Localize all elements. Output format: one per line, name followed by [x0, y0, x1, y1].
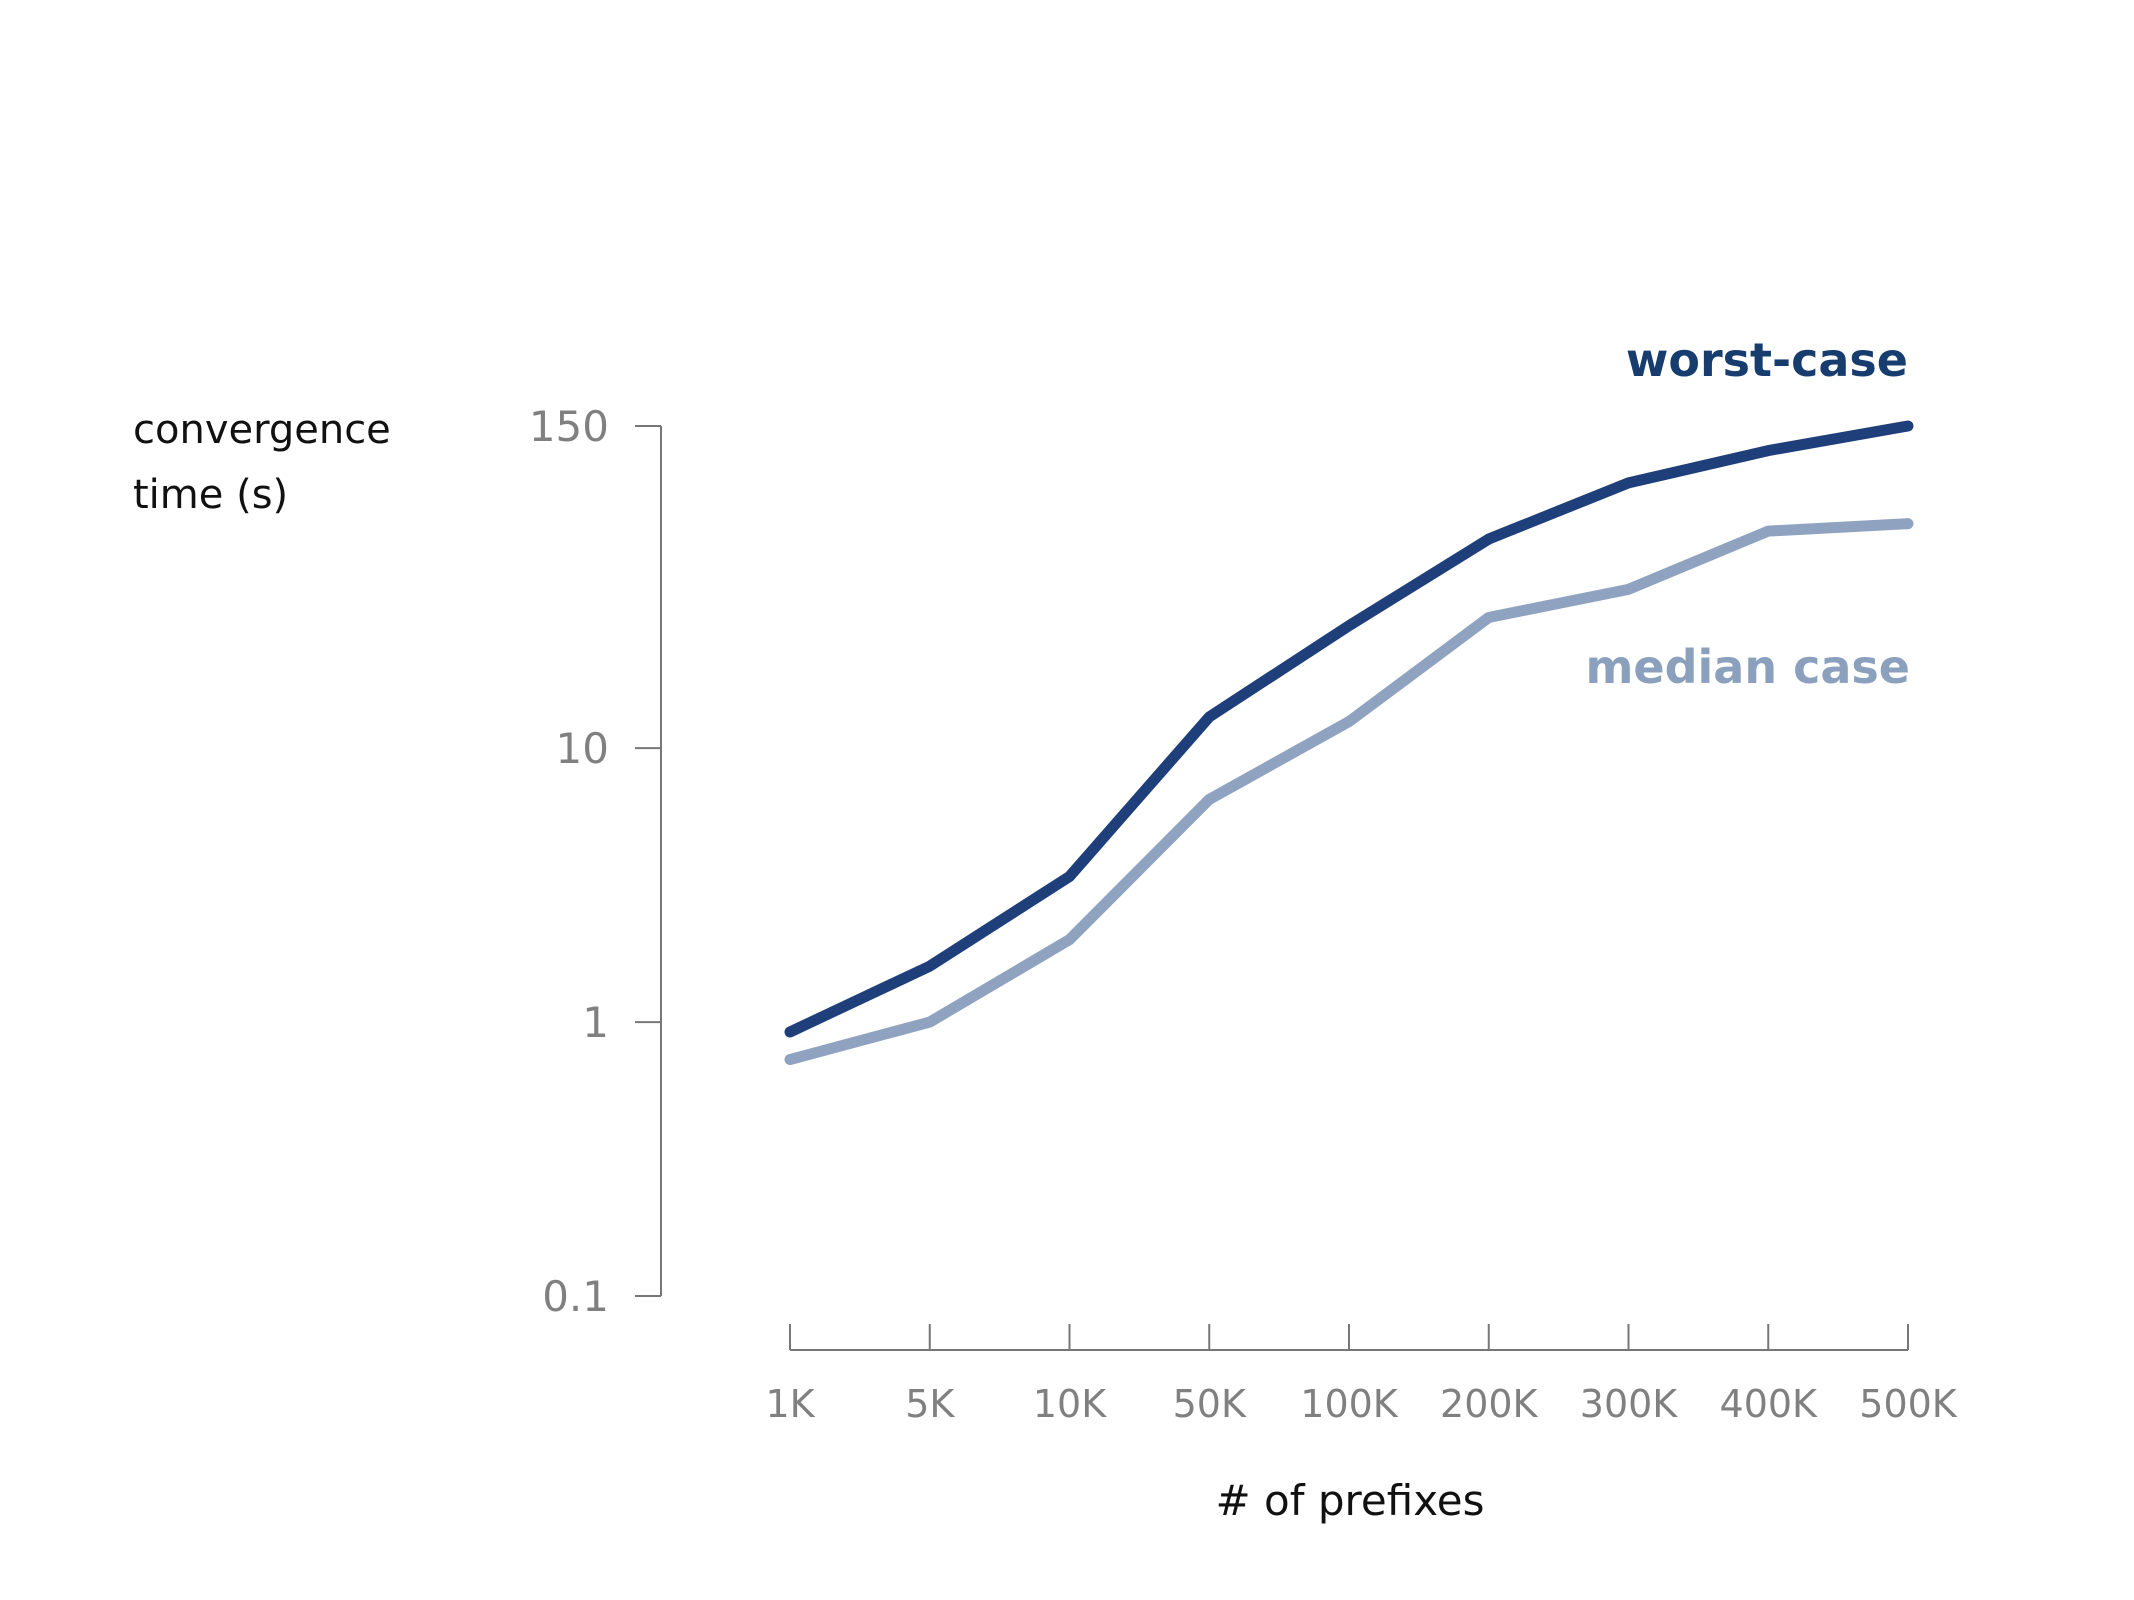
y-tick-label: 150: [529, 402, 609, 451]
series-layer: [784, 420, 1914, 1066]
x-axis: 1K 5K 10K 50K 100K 200K 300K 400K 500K: [765, 1324, 1958, 1426]
x-tick-label: 100K: [1300, 1382, 1399, 1426]
y-axis: 0.1 1 10 150: [529, 402, 662, 1321]
y-tick-label: 0.1: [542, 1272, 609, 1321]
y-tick-label: 1: [582, 998, 609, 1047]
y-axis-label-line-1: convergence: [133, 407, 391, 453]
x-tick-label: 5K: [905, 1382, 955, 1426]
x-tick-label: 200K: [1440, 1382, 1539, 1426]
legend-label-median-case: median case: [1585, 640, 1910, 694]
series-line-worst-case: [784, 420, 1914, 1038]
y-tick-label: 10: [556, 724, 609, 773]
x-tick-label: 500K: [1859, 1382, 1958, 1426]
legend-label-worst-case: worst-case: [1626, 333, 1908, 387]
x-tick-label: 50K: [1173, 1382, 1247, 1426]
x-tick-label: 300K: [1580, 1382, 1679, 1426]
series-line-median-case: [784, 518, 1914, 1066]
x-tick-label: 1K: [765, 1382, 815, 1426]
y-axis-label-line-2: time (s): [133, 472, 288, 518]
legend: worst-case median case: [1585, 333, 1910, 694]
x-tick-label: 10K: [1033, 1382, 1107, 1426]
y-axis-label: convergence time (s): [133, 407, 391, 518]
x-axis-label: # of prefixes: [1216, 1476, 1485, 1525]
x-tick-label: 400K: [1720, 1382, 1819, 1426]
